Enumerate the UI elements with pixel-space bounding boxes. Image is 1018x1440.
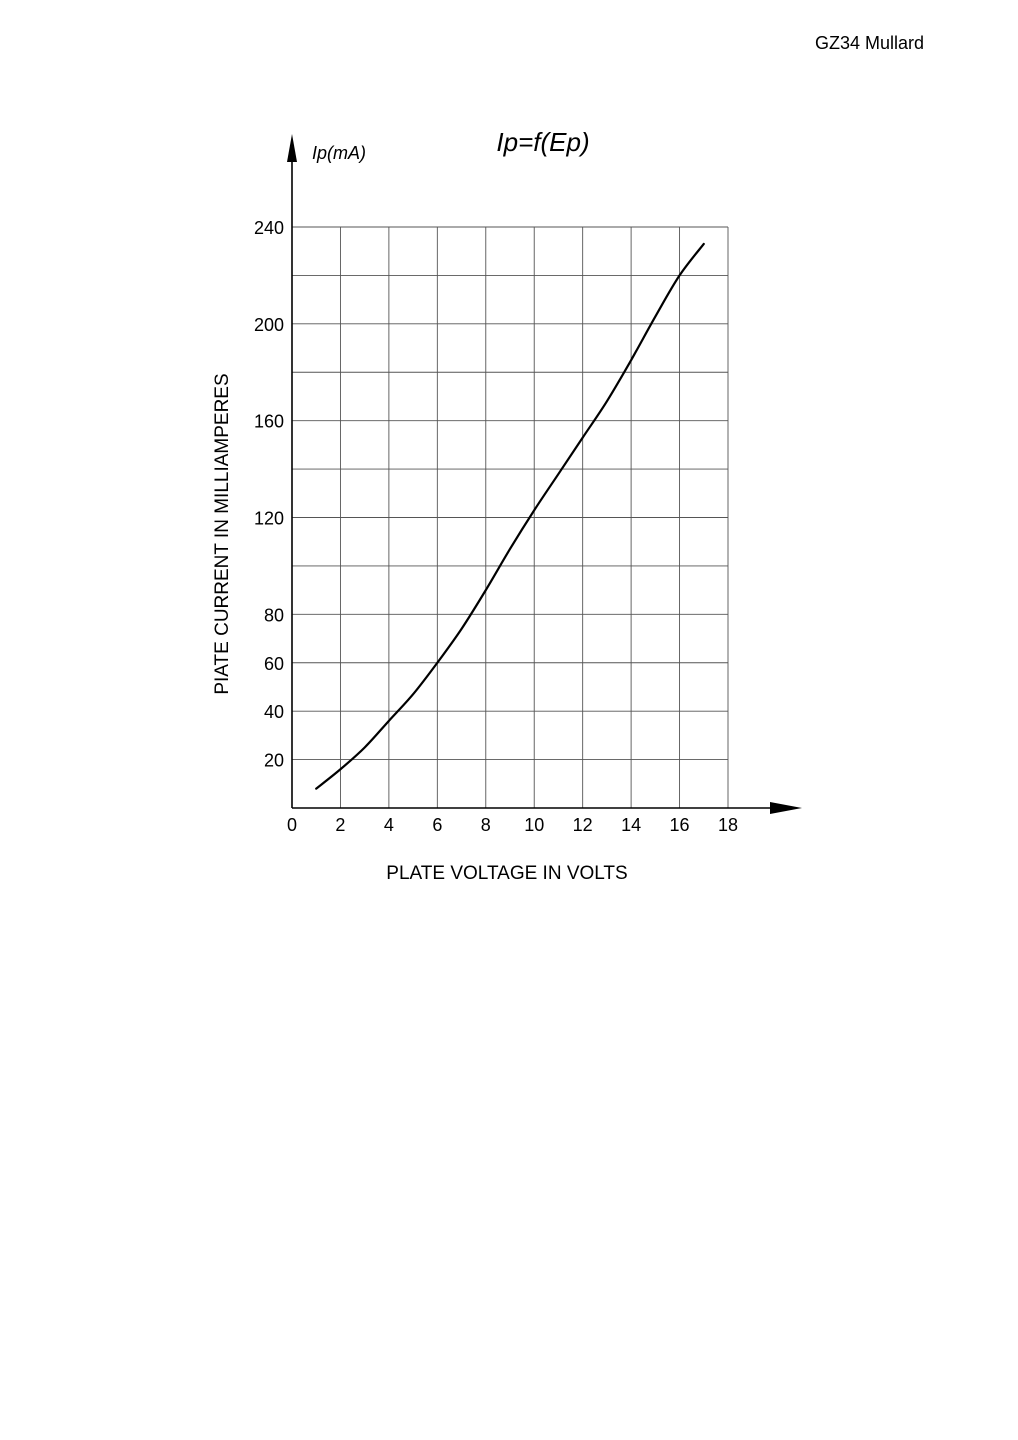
axes (287, 134, 802, 814)
x-tick-label: 14 (621, 815, 641, 835)
y-tick-label: 200 (254, 315, 284, 335)
y-tick-label: 20 (264, 751, 284, 771)
y-tick-label: 40 (264, 702, 284, 722)
x-axis-title: PLATE VOLTAGE IN VOLTS (386, 863, 627, 884)
page-header: GZ34 Mullard (814, 33, 924, 53)
y-axis-arrow (287, 134, 297, 162)
x-tick-label: 8 (481, 815, 491, 835)
y-tick-label: 120 (254, 509, 284, 529)
x-tick-label: 6 (432, 815, 442, 835)
y-tick-label: 80 (264, 605, 284, 625)
tick-labels: 0 2 4 6 8 10 12 14 16 18 20 40 60 80 120 160 200 240 (254, 218, 738, 835)
chart-title: Ip=f(Ep) (496, 127, 589, 157)
y-unit-label: Ip(mA) (312, 143, 366, 163)
series-line (315, 242, 705, 790)
y-tick-label: 160 (254, 412, 284, 432)
x-tick-label: 0 (287, 815, 297, 835)
y-axis-title: PIATE CURRENT IN MILLIAMPERES (212, 373, 233, 694)
series (315, 242, 705, 790)
y-tick-label: 240 (254, 218, 284, 238)
x-tick-label: 12 (573, 815, 593, 835)
grid (292, 226, 729, 808)
x-tick-label: 16 (670, 815, 690, 835)
x-axis-arrow (770, 802, 802, 814)
y-tick-label: 60 (264, 654, 284, 674)
x-tick-label: 4 (384, 815, 394, 835)
x-tick-label: 18 (718, 815, 738, 835)
x-tick-label: 2 (335, 815, 345, 835)
x-tick-label: 10 (524, 815, 544, 835)
